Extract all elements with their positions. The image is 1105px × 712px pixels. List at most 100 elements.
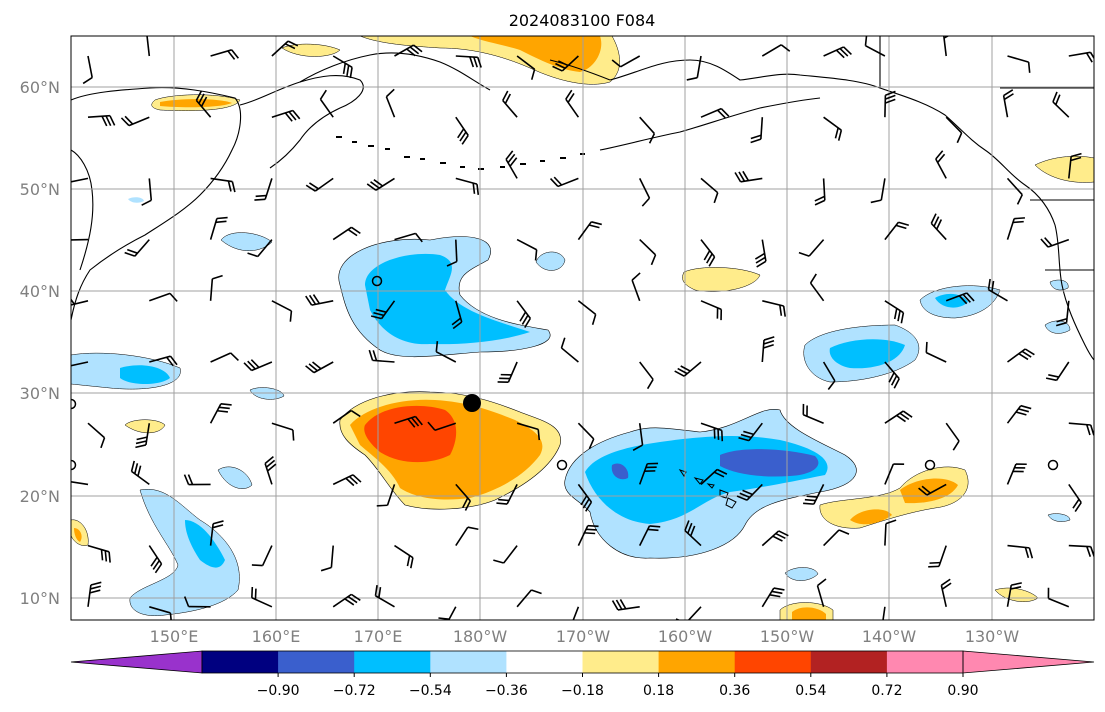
wind-barb <box>71 177 89 183</box>
wind-barb <box>209 274 223 301</box>
wind-barb <box>516 589 542 608</box>
wind-barb <box>1007 55 1031 73</box>
lat-label: 40°N <box>20 282 60 301</box>
wind-barb <box>884 300 905 324</box>
wind-barb <box>1052 91 1070 118</box>
wind-barb <box>251 545 273 567</box>
colorbar-under-triangle <box>70 650 203 674</box>
wind-barb <box>925 341 947 363</box>
wind-barb <box>814 178 826 206</box>
wind-barb <box>639 361 654 390</box>
wind-barb <box>455 526 479 547</box>
wind-barb <box>684 520 702 547</box>
wind-barb <box>451 300 463 330</box>
wind-barb <box>686 55 702 81</box>
wind-barb <box>945 292 975 305</box>
wind-barb <box>700 239 716 267</box>
colorbar-tick-label: −0.54 <box>409 683 452 699</box>
wind-barb <box>149 355 178 367</box>
wind-barb <box>124 239 150 257</box>
wind-barb <box>750 117 764 144</box>
wind-barb <box>209 402 232 424</box>
calm-wind-circle <box>371 275 383 287</box>
lat-label: 30°N <box>20 384 60 403</box>
wind-barb <box>148 545 163 574</box>
wind-barb <box>1040 237 1070 248</box>
wind-barb <box>577 524 599 546</box>
wind-barb <box>798 239 825 257</box>
wind-barb <box>149 606 172 620</box>
wind-barb <box>271 300 293 322</box>
wind-barb <box>87 114 116 127</box>
wind-barb <box>305 361 334 374</box>
wind-barb <box>496 484 518 505</box>
lon-label: 170°W <box>556 627 611 646</box>
wind-barb <box>638 525 661 546</box>
longitude-labels: 150°E 160°E 170°E 180°W 170°W 160°W 150°… <box>150 627 1020 646</box>
wind-barb <box>71 238 89 241</box>
wind-barb <box>332 226 361 241</box>
wind-barb <box>930 213 947 241</box>
wind-barb <box>1007 544 1034 559</box>
wind-barb <box>761 587 785 608</box>
wind-barb <box>928 545 947 568</box>
calm-wind-circle <box>924 459 936 471</box>
wind-barb <box>271 40 299 57</box>
colorbar-bin <box>582 651 660 673</box>
colorbar-bin <box>506 651 583 673</box>
wind-barb <box>87 581 102 607</box>
calm-wind-circle <box>71 398 77 410</box>
wind-barb <box>577 422 595 450</box>
colorbar-bin <box>430 651 507 673</box>
wind-barb <box>455 55 482 68</box>
wind-barb <box>1045 361 1070 382</box>
wind-barb <box>803 484 825 505</box>
wind-barb <box>738 422 763 442</box>
wind-barb <box>183 474 211 486</box>
wind-barb <box>638 462 659 485</box>
colorbar-tick-label: 0.18 <box>643 683 674 699</box>
colorbar-tick-label: 0.54 <box>795 683 826 699</box>
wind-barb <box>1002 89 1014 118</box>
wind-barb <box>761 44 791 57</box>
colorbar-tick-label: 0.36 <box>719 683 750 699</box>
wind-barb <box>884 90 896 118</box>
plot-frame <box>70 35 1095 621</box>
wind-barb <box>1068 422 1094 436</box>
gridlines <box>71 36 1094 620</box>
wind-barb <box>674 361 702 377</box>
wind-barb <box>761 530 789 547</box>
wind-barb <box>320 545 334 572</box>
wind-barb <box>516 238 538 261</box>
wind-barb <box>71 361 89 367</box>
wind-barb <box>639 116 656 144</box>
wind-barb <box>1006 217 1025 240</box>
wind-barb <box>71 480 89 486</box>
wind-barb <box>141 178 153 206</box>
wind-barb <box>1006 463 1027 485</box>
wind-barb <box>146 36 151 57</box>
wind-barb <box>611 55 641 68</box>
colorbar-bin <box>658 651 736 673</box>
wind-barb <box>918 483 947 496</box>
wind-barb <box>135 423 151 449</box>
wind-barb <box>332 55 353 79</box>
wind-barb <box>1006 404 1032 424</box>
colorbar-tick-label: −0.18 <box>561 683 604 699</box>
wind-barb <box>884 519 897 546</box>
wind-barb <box>370 300 396 320</box>
wind-barb <box>493 545 518 564</box>
wind-barb <box>271 422 295 441</box>
wind-barb <box>870 178 886 204</box>
wind-barb <box>497 361 518 383</box>
wind-barb <box>700 468 728 485</box>
wind-barb <box>195 90 212 118</box>
wind-barb <box>455 177 480 195</box>
wind-barb <box>945 422 960 451</box>
coastlines <box>71 36 1094 361</box>
wind-barb <box>243 359 273 372</box>
wind-barb <box>754 239 767 268</box>
wind-barb <box>254 178 273 201</box>
wind-barb <box>638 178 651 207</box>
